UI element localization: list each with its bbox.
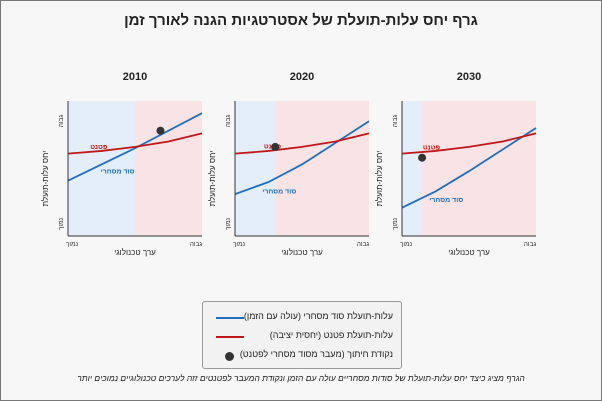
panel-title: 2030 (457, 71, 481, 83)
patent-label: פטנט (423, 144, 441, 151)
patent-line (401, 132, 537, 155)
y-tick-label: נמוך (58, 217, 65, 230)
y-tick-label: גבוה (392, 115, 399, 128)
trade-secret-region (402, 101, 423, 236)
patent-line (67, 132, 203, 155)
y-tick-label: נמוך (225, 217, 232, 230)
trade-secret-line (234, 120, 370, 195)
intersection-point (271, 142, 280, 151)
legend-item-intersection: נקודת חיתוך (מעבר מסוד מסחרי לפטנט) (203, 349, 401, 365)
legend-item-trade-secret: עלות-תועלת סוד מסחרי (עולה עם הזמן) (203, 311, 401, 327)
panel-title: 2010 (123, 71, 147, 83)
patent-label: פטנט (90, 144, 108, 151)
red-line-swatch-icon (216, 336, 244, 338)
trade-secret-label: סוד מסחרי (101, 169, 135, 176)
y-tick-label: גבוה (58, 115, 65, 128)
patent-region (135, 101, 202, 236)
x-tick-label: גבוה (524, 241, 537, 248)
panel-title: 2020 (290, 71, 314, 83)
legend-item-patent: עלות-תועלת פטנט (יחסית יציבה) (203, 330, 401, 346)
x-axis-label: ערך טכנולוגי (114, 248, 156, 257)
trade-secret-line (67, 112, 203, 182)
trade-secret-label: סוד מסחרי (429, 197, 463, 204)
intersection-point (418, 153, 427, 162)
legend-label: עלות-תועלת סוד מסחרי (עולה עם הזמן) (243, 311, 393, 321)
trade-secret-region (68, 101, 135, 236)
charts-svg: 2010 סוד מסחרי פטנט נמוך גבוה ערך טכנולוגי גבו… (41, 71, 537, 257)
x-tick-label: גבוה (357, 241, 370, 248)
y-tick-label: נמוך (392, 217, 399, 230)
patent-region (275, 101, 369, 236)
blue-line-swatch-icon (216, 317, 244, 319)
caption: הגרף מציג כיצד יחס עלות-תועלת של סודות מ… (77, 373, 525, 383)
x-tick-label: נמוך (233, 241, 246, 248)
y-axis-label: יחס עלות-תועלת (375, 151, 384, 207)
x-axis-label: ערך טכנולוגי (281, 248, 323, 257)
dot-swatch-icon (225, 352, 234, 361)
intersection-point (156, 126, 165, 135)
y-axis-label: יחס עלות-תועלת (208, 151, 217, 207)
trade-secret-line (401, 127, 537, 209)
patent-region (422, 101, 536, 236)
x-tick-label: נמוך (400, 241, 413, 248)
y-axis-label: יחס עלות-תועלת (41, 151, 50, 207)
patent-line (234, 132, 370, 155)
y-tick-label: גבוה (225, 115, 232, 128)
trade-secret-region (235, 101, 276, 236)
x-tick-label: גבוה (190, 241, 203, 248)
trade-secret-label: סוד מסחרי (262, 188, 296, 195)
x-tick-label: נמוך (66, 241, 79, 248)
chart-title: גרף יחס עלות-תועלת של אסטרטגיות הגנה לאו… (124, 12, 478, 29)
legend: עלות-תועלת סוד מסחרי (עולה עם הזמן) עלות… (202, 301, 402, 369)
x-axis-label: ערך טכנולוגי (448, 248, 490, 257)
legend-label: עלות-תועלת פטנט (יחסית יציבה) (269, 330, 393, 340)
legend-label: נקודת חיתוך (מעבר מסוד מסחרי לפטנט) (239, 349, 393, 359)
